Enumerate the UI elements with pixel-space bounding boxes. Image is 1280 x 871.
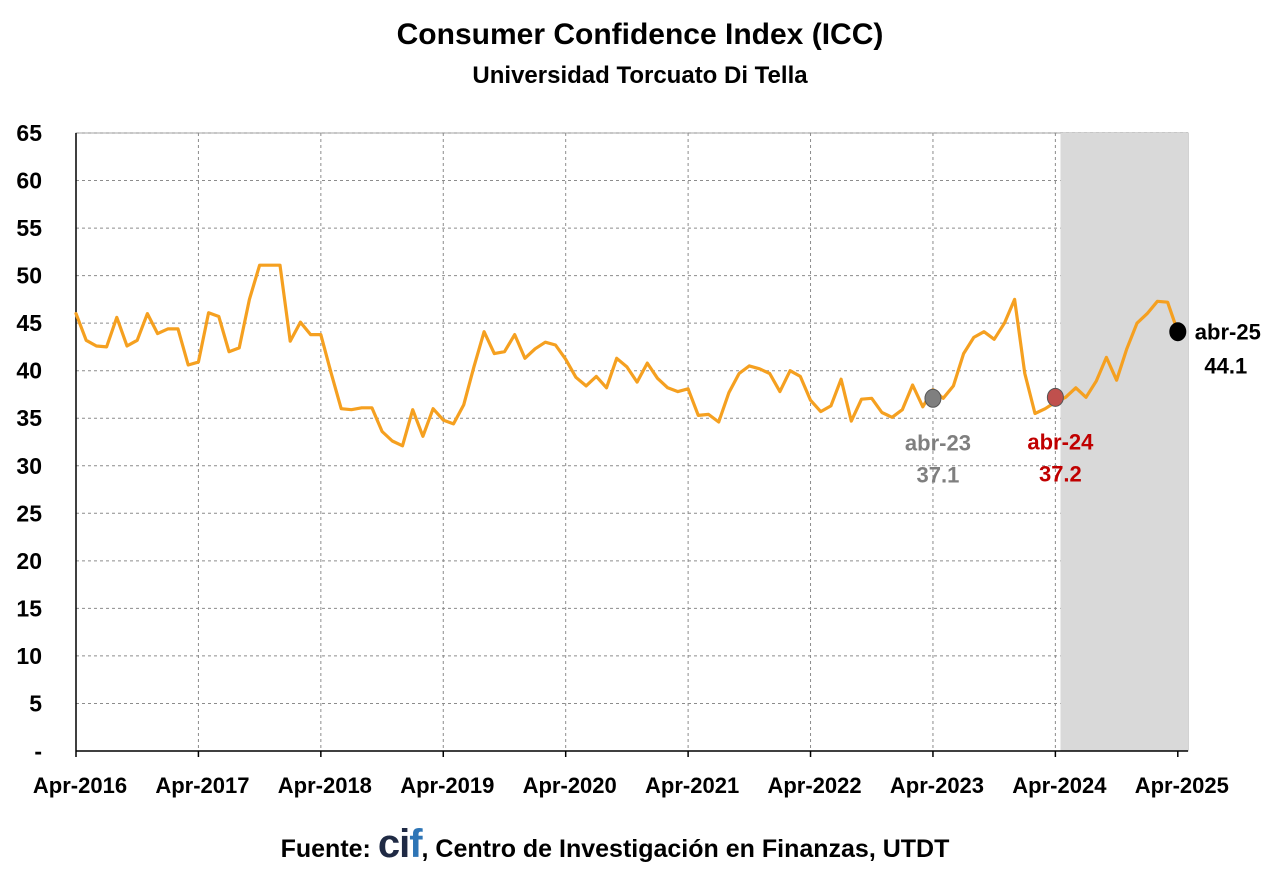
highlight-value-label: 37.2 [1039,461,1082,486]
y-tick-label: 65 [16,120,42,146]
cif-logo: cif [377,822,423,866]
series-layer [74,263,1180,448]
y-tick-label: 25 [16,500,42,526]
y-tick-label: 55 [16,215,42,241]
highlight-marker [1046,387,1064,407]
source-prefix: Fuente: [280,835,378,863]
y-tick-label: 10 [16,643,42,669]
shaded-region [1060,133,1188,751]
source-note: Fuente: cif, Centro de Investigación en … [0,822,1230,867]
y-tick-label: 30 [16,453,42,479]
highlight-date-label: abr-24 [1027,429,1094,454]
x-tick-label: Apr-2017 [155,773,249,798]
grid-layer [75,132,1189,752]
y-tick-label: 60 [16,168,42,194]
y-tick-label: 40 [16,358,42,384]
highlight-layer: abr-23 37.1 abr-24 37.2 abr-25 44.1 [905,320,1261,488]
y-tick-label: 35 [16,405,42,431]
x-tick-label: Apr-2020 [523,773,617,798]
y-tick-label: 45 [16,310,42,336]
y-tick-label: 20 [16,548,42,574]
highlight-marker [924,388,942,408]
x-tick-label: Apr-2019 [400,773,494,798]
y-tick-label: 5 [29,690,42,716]
y-tick-label: 15 [16,595,42,621]
x-tick-label: Apr-2025 [1135,773,1229,798]
y-tick-label: - [34,738,42,764]
highlight-value-label: 37.1 [917,462,960,487]
x-tick-label: Apr-2018 [278,773,372,798]
highlight-value-label: 44.1 [1204,354,1247,379]
cif-logo-b: f [409,822,422,866]
y-tick-label: 50 [16,263,42,289]
x-tick-label: Apr-2016 [33,773,127,798]
x-tick-label: Apr-2023 [890,773,984,798]
x-tick-label: Apr-2022 [767,773,861,798]
axis-layer: - 5 10 15 20 25 30 35 40 45 50 55 60 65 Apr-2016 Apr-20… [16,120,1228,798]
highlight-date-label: abr-25 [1195,320,1261,345]
highlight-date-label: abr-23 [905,430,971,455]
highlight-marker [1169,322,1187,342]
line-chart: - 5 10 15 20 25 30 35 40 45 50 55 60 65 Apr-2016 Apr-20… [16,120,1261,798]
series-line [74,263,1180,448]
chart-subtitle: Universidad Torcuato Di Tella [472,62,808,89]
x-tick-label: Apr-2021 [645,773,739,798]
shaded-region-layer [1060,133,1188,751]
cif-logo-a: ci [377,822,410,866]
x-tick-label: Apr-2024 [1012,773,1107,798]
chart-title: Consumer Confidence Index (ICC) [396,18,884,51]
source-suffix: , Centro de Investigación en Finanzas, U… [421,835,950,863]
plot-area [75,132,1189,752]
